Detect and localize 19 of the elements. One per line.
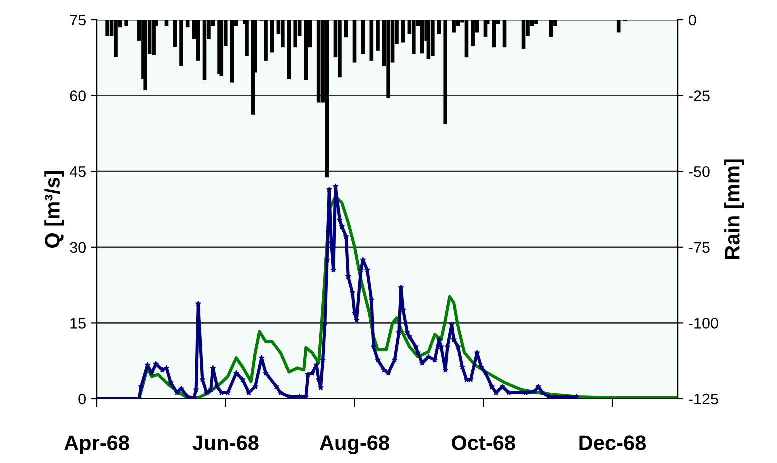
y2-tick-label: 0 — [689, 14, 696, 26]
y2-axis-title: Rain [mm] — [724, 160, 744, 260]
y-tick-label: 15 — [70, 318, 86, 329]
x-tick-label: Oct-68 — [452, 436, 516, 450]
y-tick-label: 60 — [70, 90, 86, 102]
y2-tick-label: -100 — [689, 318, 718, 329]
y-tick-label: 30 — [70, 242, 86, 254]
x-tick-label: Apr-68 — [64, 436, 130, 455]
y-tick-label: 45 — [70, 166, 86, 178]
y-axis-title: Q [m³/s] — [44, 171, 64, 248]
y2-tick-label: -25 — [689, 90, 710, 102]
x-tick-label: Jun-68 — [192, 436, 259, 450]
x-tick-label: Dec-68 — [580, 436, 646, 450]
y-tick-label: 0 — [78, 394, 86, 405]
x-tick-label: Aug-68 — [320, 436, 390, 455]
y2-tick-label: -75 — [689, 242, 710, 254]
y-tick-label: 75 — [70, 15, 86, 26]
y2-tick-label: -125 — [689, 394, 718, 405]
y2-tick-label: -50 — [689, 166, 710, 178]
